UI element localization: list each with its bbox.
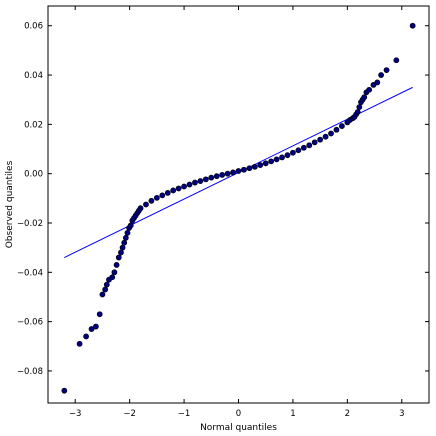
data-point [374,79,381,86]
data-point [124,229,131,236]
data-point [88,326,95,332]
data-point [92,323,99,330]
data-point [111,269,118,276]
x-tick-label: 2 [345,409,350,419]
data-point [262,160,269,167]
data-point [268,158,275,165]
data-point [119,244,126,251]
data-point [366,86,373,93]
data-point [246,165,253,172]
data-point [127,222,134,229]
data-point [393,57,400,64]
axis-ticks: −3 −2 −1 0 1 2 3 −0.08 −0.06 −0.04 −0.02 0.00 0.02 0.… [17,6,429,419]
data-point [159,192,166,199]
data-point [186,181,193,188]
data-point [153,194,160,201]
y-tick-label: 0.06 [24,22,43,32]
data-point [137,205,144,212]
data-point [122,234,129,241]
data-point [109,274,116,281]
data-point [328,130,334,137]
data-point [170,187,177,194]
data-point [118,249,124,256]
y-tick-label: −0.04 [17,268,43,278]
axes-frame [47,5,430,404]
data-point [197,178,204,184]
y-tick-label: 0.00 [24,170,43,180]
data-point [192,179,198,186]
y-tick-label: −0.02 [17,219,43,229]
data-point [317,136,324,143]
data-point [383,67,390,74]
data-point [300,144,307,151]
data-point [361,94,368,101]
data-point [143,201,149,208]
data-point [295,147,302,154]
data-point [202,176,209,183]
data-point [102,286,109,293]
data-point [279,154,285,161]
data-point [164,190,171,196]
data-point [284,152,291,159]
data-point [409,22,416,29]
data-point [273,156,280,163]
data-point [175,185,182,192]
data-point [181,183,187,190]
data-point [219,172,226,178]
data-point [115,254,122,261]
data-point [208,174,215,181]
data-point [251,163,258,170]
data-point [76,340,83,347]
x-tick-label: 3 [399,409,404,419]
y-axis-label: Observed quantiles [5,160,15,248]
data-point [96,311,103,318]
data-point [241,166,247,173]
data-point [257,162,264,168]
x-tick-label: −3 [69,409,82,419]
data-point [356,104,363,110]
data-point [148,197,155,204]
y-tick-label: −0.08 [17,367,43,377]
data-point [235,168,242,174]
data-point [83,333,89,340]
data-point [339,123,345,129]
data-point [333,126,340,133]
y-tick-label: 0.02 [24,120,43,130]
data-point [103,281,110,288]
data-point [121,239,128,246]
y-tick-label: −0.06 [17,318,43,328]
data-point [61,387,68,394]
x-axis-label: Normal quantiles [200,423,277,433]
data-point [311,139,318,146]
data-point [354,109,361,115]
chart-marks [61,22,416,394]
x-tick-label: 1 [290,409,295,419]
x-tick-label: −1 [178,409,191,419]
data-point [322,133,329,140]
data-point [306,142,313,149]
data-point [224,170,231,177]
data-point [378,72,385,78]
data-point [230,169,236,176]
data-point [290,149,296,156]
data-point [99,291,106,298]
x-tick-label: −2 [123,409,136,419]
y-tick-label: 0.04 [24,71,43,81]
data-point [213,173,220,180]
x-tick-label: 0 [236,409,241,419]
data-point [113,262,120,268]
